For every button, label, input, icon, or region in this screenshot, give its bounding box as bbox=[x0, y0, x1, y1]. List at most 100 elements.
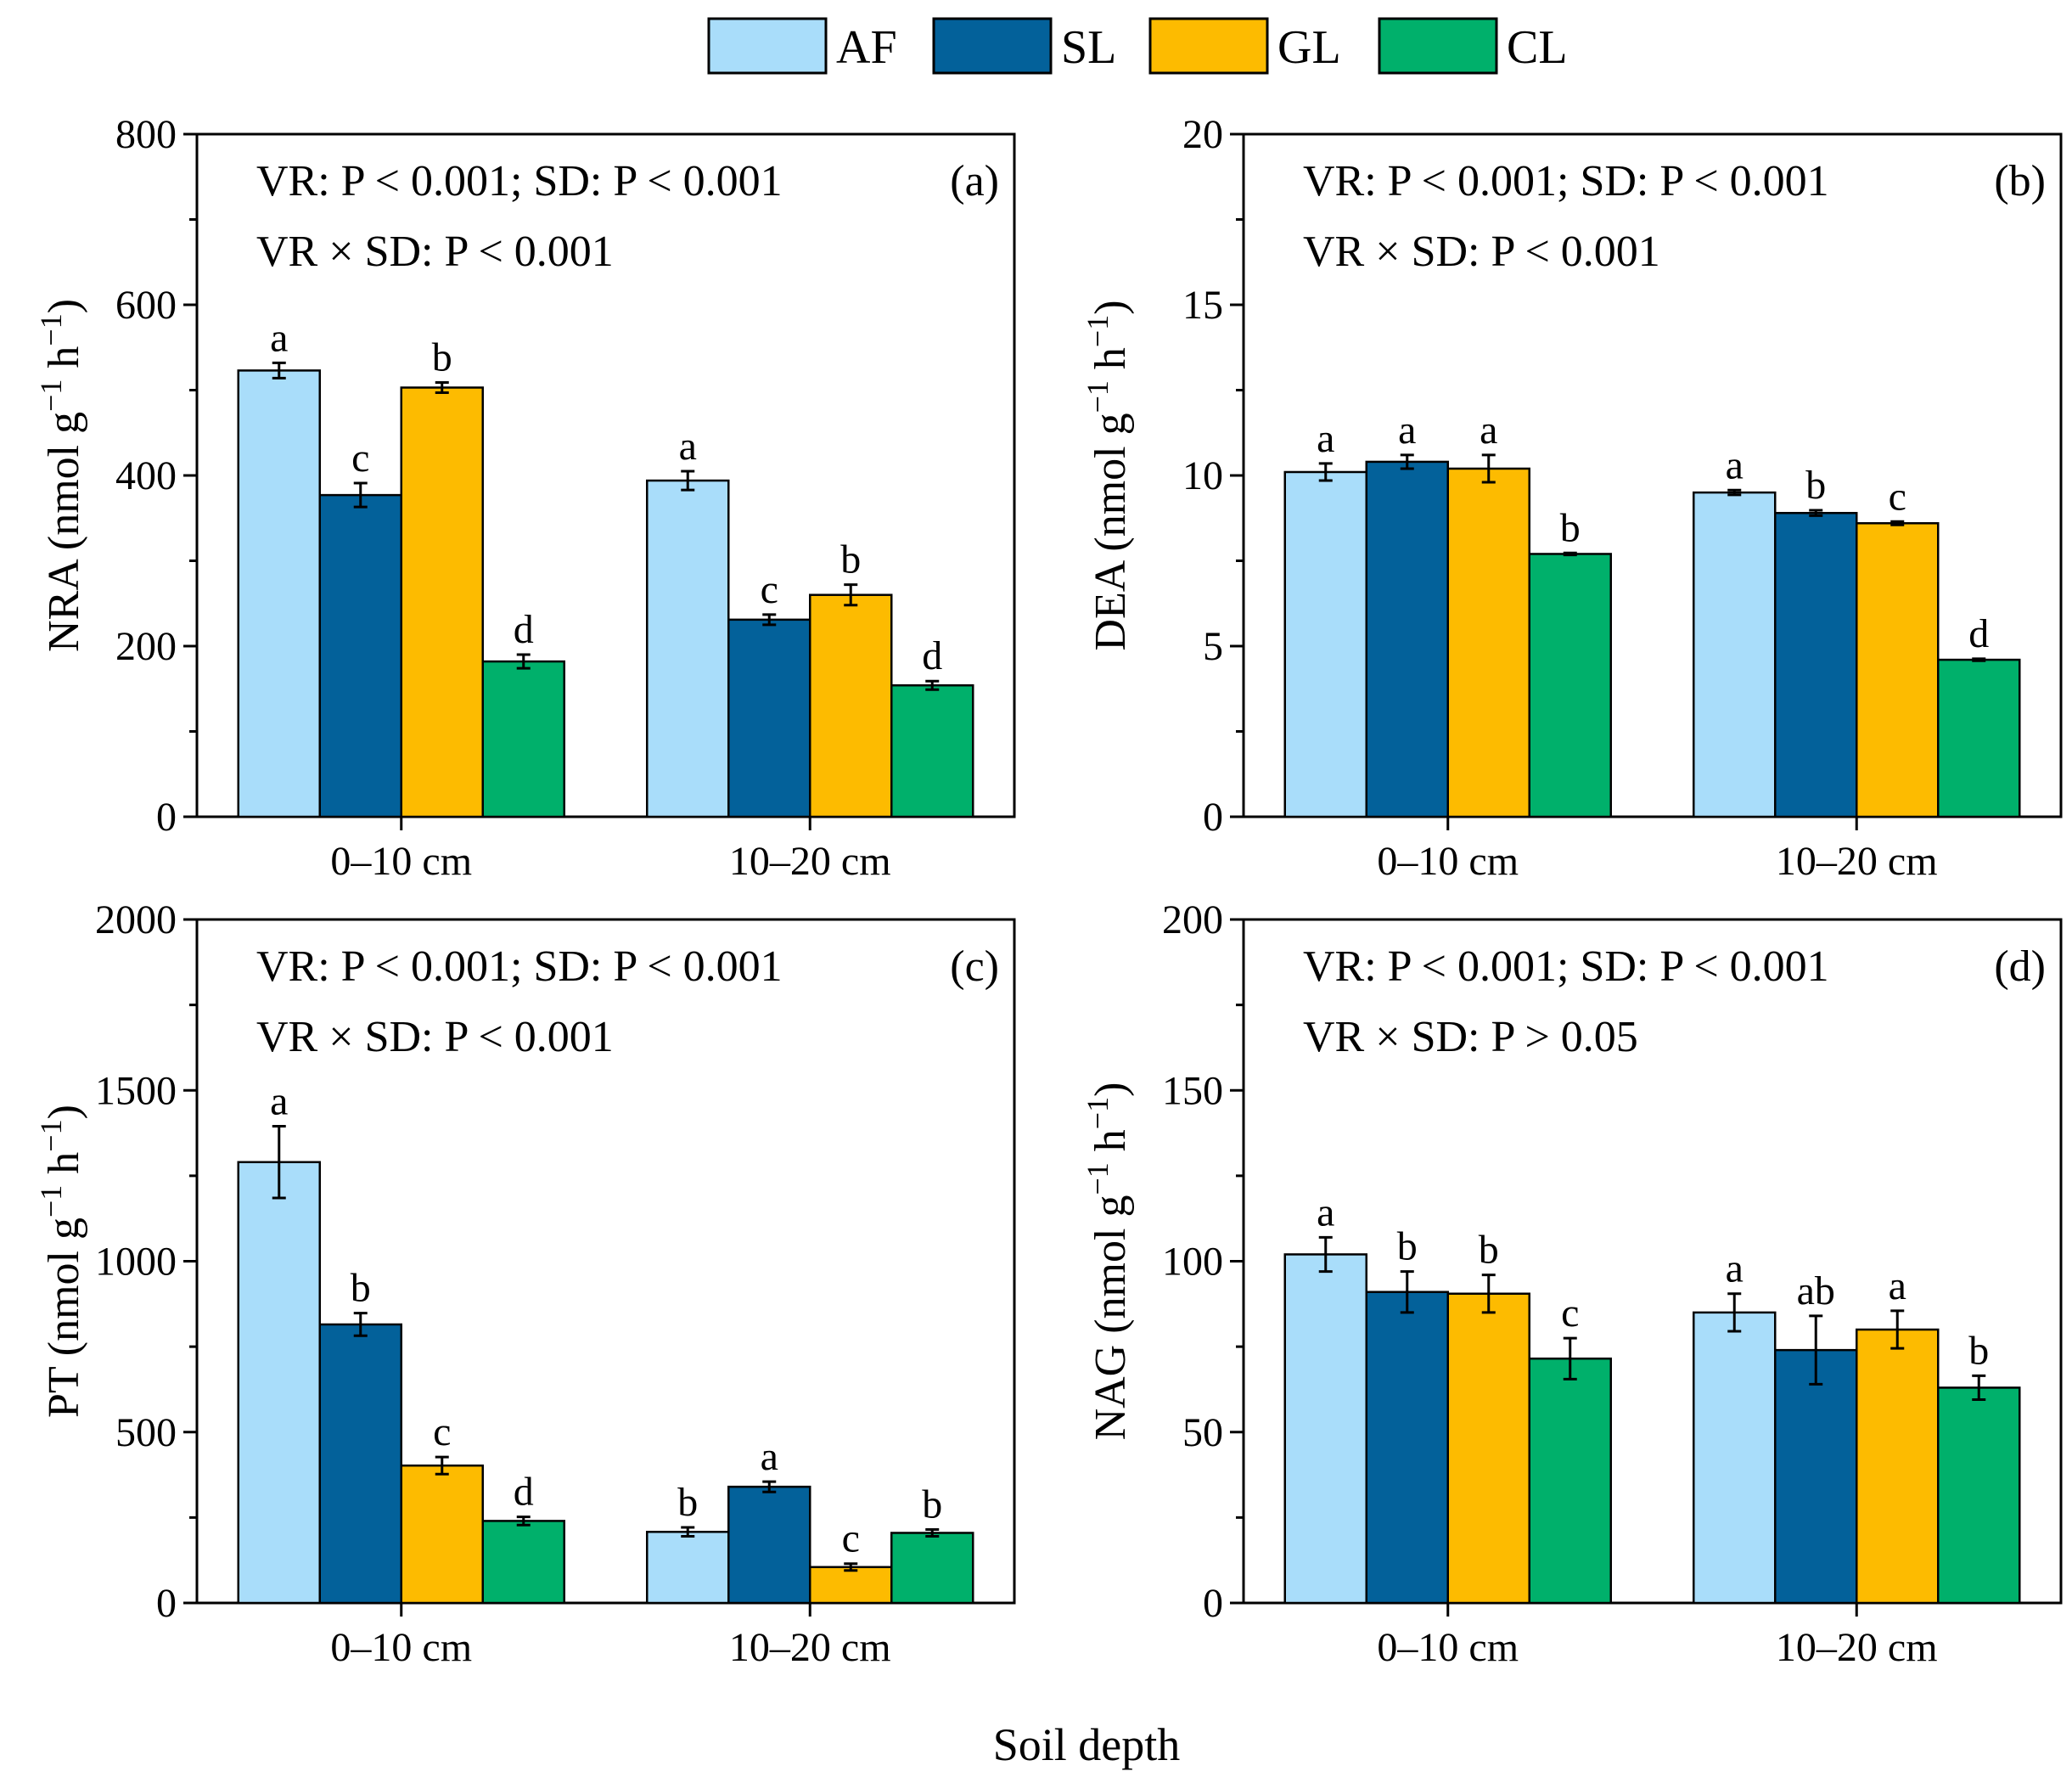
bar-b-sl-2 bbox=[1774, 511, 1858, 818]
y-axis-label-d: NAG (nmol g−1 h−1) bbox=[1081, 1083, 1135, 1441]
sig-letter-b: a bbox=[1726, 442, 1744, 487]
sig-letter-b: a bbox=[1317, 416, 1334, 461]
bar-b-gl-1 bbox=[1446, 467, 1530, 818]
legend-swatch-af bbox=[707, 17, 828, 75]
panel-c: 0 500 1000 1500 2000 PT (nmol g−1 h−1) VR: P <… bbox=[34, 897, 1016, 1670]
bar-b-gl-2 bbox=[1856, 522, 1940, 818]
y-tick-label-a: 0 bbox=[156, 795, 177, 840]
y-tick-label-c: 1500 bbox=[95, 1068, 177, 1113]
sig-letter-b: b bbox=[1560, 505, 1581, 550]
sig-letter-c: d bbox=[514, 1470, 534, 1515]
y-tick-label-a: 800 bbox=[115, 112, 177, 157]
bar-a-gl-2 bbox=[809, 593, 893, 818]
sig-letter-c: b bbox=[351, 1266, 371, 1311]
panel-tag-c: (c) bbox=[950, 942, 999, 991]
sig-letter-b: b bbox=[1805, 463, 1826, 508]
bar-d-gl-2 bbox=[1856, 1328, 1940, 1605]
stats-line-2-b: VR × SD: P < 0.001 bbox=[1303, 228, 1660, 276]
sig-letter-a: b bbox=[840, 537, 861, 582]
bar-a-sl-2 bbox=[727, 618, 811, 818]
bar-a-af-1 bbox=[237, 369, 321, 818]
x-tick-label-d: 10–20 cm bbox=[1776, 1625, 1938, 1670]
sig-letter-d: a bbox=[1317, 1189, 1334, 1234]
bar-d-gl-1 bbox=[1446, 1292, 1530, 1605]
bar-d-sl-2 bbox=[1774, 1348, 1858, 1605]
y-tick-label-c: 500 bbox=[115, 1410, 177, 1455]
stats-line-1-a: VR: P < 0.001; SD: P < 0.001 bbox=[256, 157, 783, 205]
y-tick-label-d: 100 bbox=[1162, 1240, 1223, 1285]
y-tick-label-c: 2000 bbox=[95, 897, 177, 942]
y-tick-label-b: 15 bbox=[1182, 283, 1223, 328]
y-tick-label-b: 10 bbox=[1182, 453, 1223, 498]
bar-d-af-1 bbox=[1283, 1253, 1367, 1605]
legend-label-gl: GL bbox=[1277, 21, 1341, 74]
y-tick-label-c: 1000 bbox=[95, 1240, 177, 1285]
sig-letter-c: c bbox=[842, 1516, 860, 1561]
sig-letter-b: d bbox=[1968, 611, 1989, 656]
sig-letter-d: a bbox=[1726, 1246, 1744, 1291]
bar-c-cl-2 bbox=[890, 1532, 974, 1605]
bar-a-sl-1 bbox=[318, 493, 402, 818]
sig-letter-a: b bbox=[432, 335, 452, 380]
y-tick-label-c: 0 bbox=[156, 1581, 177, 1626]
stats-line-1-d: VR: P < 0.001; SD: P < 0.001 bbox=[1303, 942, 1829, 991]
sig-letter-a: d bbox=[514, 607, 534, 652]
sig-letter-c: b bbox=[922, 1482, 942, 1527]
bar-c-gl-1 bbox=[400, 1464, 484, 1605]
legend-label-af: AF bbox=[836, 21, 897, 74]
bar-d-af-2 bbox=[1693, 1311, 1777, 1605]
y-axis-label-b: DEA (nmol g−1 h−1) bbox=[1081, 300, 1135, 650]
y-tick-label-a: 600 bbox=[115, 283, 177, 328]
panel-tag-d: (d) bbox=[1994, 942, 2046, 991]
sig-letter-b: a bbox=[1480, 408, 1497, 453]
x-tick-label-a: 10–20 cm bbox=[729, 839, 891, 884]
y-tick-label-b: 0 bbox=[1203, 795, 1223, 840]
bar-a-gl-1 bbox=[400, 386, 484, 818]
sig-letter-b: a bbox=[1398, 408, 1416, 453]
bar-d-sl-1 bbox=[1365, 1291, 1449, 1605]
sig-letter-d: c bbox=[1561, 1291, 1579, 1336]
x-tick-label-b: 10–20 cm bbox=[1776, 839, 1938, 884]
bar-c-cl-1 bbox=[481, 1520, 565, 1605]
y-tick-label-a: 400 bbox=[115, 453, 177, 498]
sig-letter-d: b bbox=[1479, 1228, 1499, 1273]
bar-b-sl-1 bbox=[1365, 460, 1449, 818]
legend-swatch-cl bbox=[1378, 17, 1498, 75]
stats-line-1-c: VR: P < 0.001; SD: P < 0.001 bbox=[256, 942, 783, 991]
y-tick-label-b: 20 bbox=[1182, 112, 1223, 157]
legend: AF SL GL CL bbox=[707, 17, 1568, 75]
bar-a-cl-2 bbox=[890, 683, 974, 818]
x-tick-label-d: 0–10 cm bbox=[1377, 1625, 1519, 1670]
stats-line-1-b: VR: P < 0.001; SD: P < 0.001 bbox=[1303, 157, 1829, 205]
x-axis-title: Soil depth bbox=[993, 1719, 1181, 1770]
y-tick-label-b: 5 bbox=[1203, 624, 1223, 669]
sig-letter-d: ab bbox=[1797, 1268, 1835, 1313]
bar-c-sl-2 bbox=[727, 1485, 811, 1605]
y-tick-label-d: 50 bbox=[1182, 1410, 1223, 1455]
legend-label-cl: CL bbox=[1507, 21, 1568, 74]
bar-b-af-1 bbox=[1283, 470, 1367, 818]
panel-b: 0 5 10 15 20 DEA (nmol g−1 h−1) VR: P < 0.001;… bbox=[1081, 112, 2063, 884]
panel-d: 0 50 100 150 200 NAG (nmol g−1 h−1) VR: P < 0.… bbox=[1081, 897, 2063, 1670]
x-tick-label-a: 0–10 cm bbox=[330, 839, 472, 884]
legend-swatch-gl bbox=[1148, 17, 1269, 75]
x-tick-label-c: 10–20 cm bbox=[729, 1625, 891, 1670]
bar-d-cl-2 bbox=[1937, 1386, 2021, 1605]
legend-label-sl: SL bbox=[1061, 21, 1116, 74]
panel-a: 0 200 400 600 800 NRA (nmol g−1 h−1) VR: P < 0… bbox=[34, 112, 1016, 884]
bar-b-cl-2 bbox=[1937, 658, 2021, 818]
stats-line-2-d: VR × SD: P > 0.05 bbox=[1303, 1013, 1638, 1061]
x-tick-label-c: 0–10 cm bbox=[330, 1625, 472, 1670]
legend-swatch-sl bbox=[932, 17, 1053, 75]
bar-a-af-2 bbox=[646, 479, 730, 818]
panel-tag-b: (b) bbox=[1994, 157, 2046, 205]
sig-letter-c: c bbox=[433, 1409, 451, 1454]
sig-letter-c: b bbox=[677, 1480, 698, 1525]
y-tick-label-d: 150 bbox=[1162, 1068, 1223, 1113]
y-axis-label-c: PT (nmol g−1 h−1) bbox=[34, 1105, 88, 1418]
bar-a-cl-1 bbox=[481, 660, 565, 818]
bar-b-cl-1 bbox=[1528, 553, 1612, 818]
bar-c-gl-2 bbox=[809, 1566, 893, 1605]
x-tick-label-b: 0–10 cm bbox=[1377, 839, 1519, 884]
